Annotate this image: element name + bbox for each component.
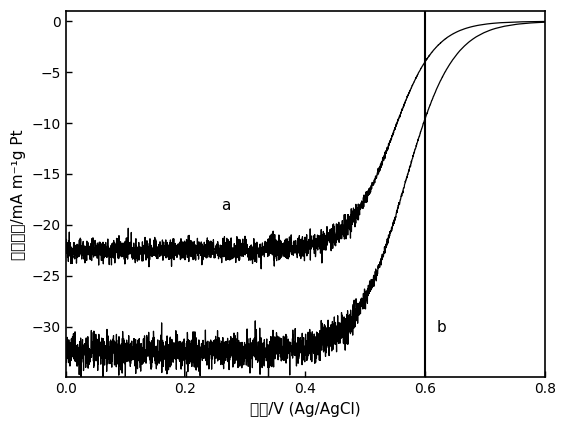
Text: a: a [222,198,231,213]
X-axis label: 电位/V (Ag/AgCl): 电位/V (Ag/AgCl) [250,402,361,417]
Y-axis label: 电流密度/mA m⁻¹g Pt: 电流密度/mA m⁻¹g Pt [11,129,26,260]
Text: b: b [437,320,447,335]
